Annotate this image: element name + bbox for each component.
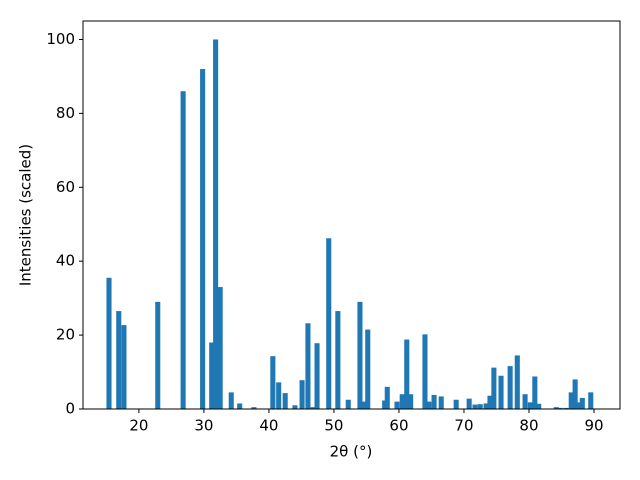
- x-tick-label: 70: [454, 417, 473, 435]
- bar: [213, 39, 219, 409]
- bar: [305, 323, 311, 409]
- bar: [568, 392, 574, 409]
- bar: [200, 69, 206, 410]
- bar: [536, 403, 542, 409]
- bar: [228, 392, 234, 409]
- bar: [487, 395, 493, 409]
- x-tick-label: 30: [194, 417, 213, 435]
- bar: [217, 287, 223, 409]
- bar: [477, 404, 483, 409]
- bar: [522, 394, 528, 409]
- x-axis-label: 2θ (°): [330, 443, 373, 461]
- bar: [282, 393, 288, 409]
- plot-frame: [82, 20, 621, 410]
- x-tick-label: 60: [389, 417, 408, 435]
- bar: [180, 91, 186, 409]
- y-tick-label: 100: [46, 30, 75, 48]
- bar: [426, 401, 432, 409]
- bar: [404, 339, 410, 409]
- bar: [588, 392, 594, 409]
- bar: [310, 407, 316, 409]
- bar: [155, 301, 161, 409]
- bar: [335, 311, 341, 409]
- bar: [557, 407, 563, 409]
- bar: [491, 367, 497, 409]
- bar: [532, 376, 538, 409]
- bar: [314, 343, 320, 409]
- bar: [422, 334, 428, 409]
- bar: [357, 301, 363, 409]
- bar: [276, 382, 282, 409]
- bar: [514, 355, 520, 409]
- bar: [472, 404, 478, 409]
- bar: [394, 401, 400, 409]
- x-tick-label: 50: [324, 417, 343, 435]
- x-tick-label: 80: [519, 417, 538, 435]
- bar: [116, 311, 122, 409]
- bar: [299, 380, 305, 409]
- bar: [453, 399, 459, 409]
- bar: [466, 398, 472, 409]
- bar: [365, 329, 371, 409]
- bar: [251, 407, 257, 409]
- bar: [553, 407, 559, 409]
- bar: [498, 375, 504, 409]
- x-tick-label: 20: [129, 417, 148, 435]
- y-tick-label: 80: [56, 104, 75, 122]
- bar: [527, 402, 533, 409]
- y-tick-label: 60: [56, 178, 75, 196]
- bar: [326, 238, 332, 409]
- bar: [382, 400, 388, 409]
- x-tick-label: 90: [584, 417, 603, 435]
- y-tick-label: 20: [56, 326, 75, 344]
- bar: [292, 405, 298, 409]
- bar: [106, 277, 112, 409]
- bar: [384, 386, 390, 409]
- bar: [431, 394, 437, 409]
- bar: [438, 396, 444, 409]
- bar: [408, 394, 414, 409]
- bar: [237, 403, 243, 409]
- bar: [399, 394, 405, 409]
- y-tick-label: 40: [56, 252, 75, 270]
- bar: [121, 325, 127, 409]
- bar: [572, 379, 578, 409]
- bar: [209, 342, 215, 409]
- y-tick-label: 0: [65, 400, 75, 418]
- bar: [507, 366, 513, 409]
- bar: [579, 397, 585, 409]
- bar: [361, 401, 367, 409]
- x-tick-label: 40: [259, 417, 278, 435]
- y-axis-label: Intensities (scaled): [17, 144, 35, 286]
- bar: [270, 356, 276, 409]
- bar: [575, 402, 581, 409]
- bar: [345, 399, 351, 409]
- bar: [563, 407, 569, 409]
- bar: [483, 403, 489, 409]
